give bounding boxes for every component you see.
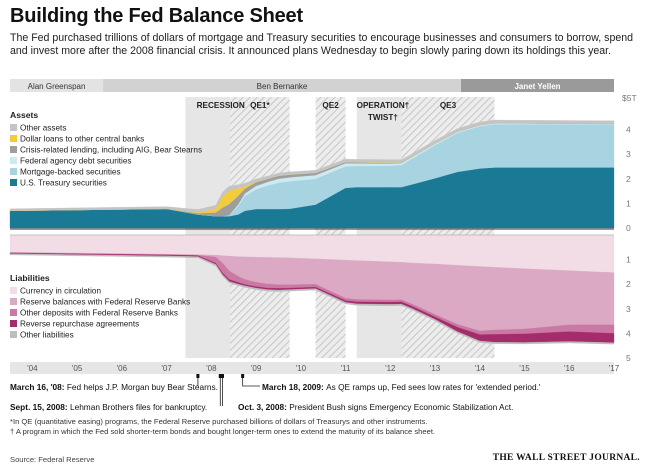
assets-legend-label-3: Federal agency debt securities — [20, 157, 132, 166]
annotation-text-2: Lehman Brothers files for bankruptcy. — [70, 402, 207, 412]
x-tick-13: '17 — [609, 364, 620, 373]
period-label-1: QE1* — [250, 101, 270, 110]
footnote-twist: † A program in which the Fed sold shorte… — [10, 427, 436, 436]
period-label-4: QE3 — [440, 101, 457, 110]
x-tick-10: '14 — [475, 364, 486, 373]
x-tick-5: '09 — [251, 364, 262, 373]
assets-ytick-4: 0 — [626, 223, 631, 233]
x-tick-7: '11 — [341, 364, 351, 373]
annotation-1: March 18, 2009: As QE ramps up, Fed sees… — [262, 382, 541, 392]
x-tick-3: '07 — [161, 364, 172, 373]
annotation-date-1: March 18, 2009: — [262, 382, 326, 392]
x-tick-1: '05 — [72, 364, 83, 373]
annotation-text-0: Fed helps J.P. Morgan buy Bear Stearns. — [67, 382, 218, 392]
annotation-leader-1 — [242, 374, 260, 387]
annotation-marker-1 — [218, 374, 222, 378]
period-label2-3: TWIST† — [368, 113, 398, 122]
assets-legend-label-0: Other assets — [20, 124, 66, 133]
annotation-date-2: Sept. 15, 2008: — [10, 402, 70, 412]
annotation-marker-0 — [196, 374, 200, 378]
liabilities-header: Liabilities — [10, 273, 50, 283]
annotation-marker-2 — [221, 374, 225, 378]
chair-bar-1 — [103, 79, 461, 92]
assets-legend-swatch-4 — [10, 168, 17, 175]
liab-ytick-4: 5 — [626, 353, 631, 363]
liab-ytick-0: 1 — [626, 255, 631, 265]
annotation-marker-3 — [241, 374, 245, 378]
assets-header: Assets — [10, 110, 38, 120]
assets-legend-swatch-5 — [10, 179, 17, 186]
liab-legend-label-2: Other deposits with Federal Reserve Bank… — [20, 309, 178, 318]
chair-name-1: Ben Bernanke — [257, 82, 308, 91]
annotation-0: March 16, '08: Fed helps J.P. Morgan buy… — [10, 382, 218, 392]
chair-bar-2 — [460, 79, 614, 92]
assets-legend-swatch-0 — [10, 124, 17, 131]
assets-legend-label-4: Mortgage-backed securities — [20, 168, 121, 177]
liab-legend-label-1: Reserve balances with Federal Reserve Ba… — [20, 298, 190, 307]
liab-ytick-1: 2 — [626, 279, 631, 289]
annotation-date-0: March 16, '08: — [10, 382, 67, 392]
source-note: Source: Federal Reserve — [10, 455, 95, 464]
x-tick-9: '13 — [430, 364, 441, 373]
x-tick-8: '12 — [385, 364, 396, 373]
x-tick-4: '08 — [206, 364, 217, 373]
x-tick-11: '15 — [519, 364, 530, 373]
chair-bar-0 — [10, 79, 104, 92]
annotation-3: Oct. 3, 2008: President Bush signs Emerg… — [238, 402, 513, 412]
chart-title: Building the Fed Balance Sheet — [10, 5, 303, 27]
x-tick-12: '16 — [564, 364, 575, 373]
annotation-text-3: President Bush signs Emergency Economic … — [289, 402, 513, 412]
x-axis-band — [10, 362, 614, 374]
annotation-date-3: Oct. 3, 2008: — [238, 402, 289, 412]
assets-ytick-1: 3 — [626, 149, 631, 159]
liabilities-area-4 — [9, 253, 615, 345]
assets-legend-swatch-3 — [10, 157, 17, 164]
liab-legend-label-3: Reverse repurchase agreements — [20, 320, 139, 329]
liab-legend-swatch-0 — [10, 287, 17, 294]
x-tick-6: '10 — [296, 364, 307, 373]
liab-legend-swatch-3 — [10, 320, 17, 327]
assets-legend-label-2: Crisis-related lending, including AIG, B… — [20, 146, 202, 155]
liab-legend-swatch-4 — [10, 331, 17, 338]
assets-legend-swatch-1 — [10, 135, 17, 142]
assets-ytick-2: 2 — [626, 174, 631, 184]
period-label-2: QE2 — [322, 101, 339, 110]
publisher-logo: THE WALL STREET JOURNAL. — [492, 453, 640, 463]
chart-subtitle: The Fed purchased trillions of dollars o… — [10, 32, 634, 57]
period-label-0: RECESSION — [197, 101, 245, 110]
assets-unit-label: $5T — [622, 93, 637, 103]
annotation-2: Sept. 15, 2008: Lehman Brothers files fo… — [10, 402, 207, 412]
assets-legend-label-5: U.S. Treasury securities — [20, 179, 107, 188]
x-tick-2: '06 — [117, 364, 128, 373]
liab-legend-label-0: Currency in circulation — [20, 287, 101, 296]
assets-legend-swatch-2 — [10, 146, 17, 153]
x-tick-0: '04 — [27, 364, 38, 373]
footnote-qe: *In QE (quantitative easing) programs, t… — [10, 417, 428, 426]
liab-ytick-2: 3 — [626, 304, 631, 314]
assets-ytick-3: 1 — [626, 198, 631, 208]
assets-area-5 — [9, 119, 615, 213]
liab-legend-label-4: Other liabilities — [20, 331, 74, 340]
annotation-text-1: As QE ramps up, Fed sees low rates for '… — [326, 382, 541, 392]
liab-legend-swatch-1 — [10, 298, 17, 305]
liab-ytick-3: 4 — [626, 328, 631, 338]
assets-ytick-0: 4 — [626, 125, 631, 135]
chair-name-2: Janet Yellen — [514, 82, 560, 91]
assets-legend-label-1: Dollar loans to other central banks — [20, 135, 144, 144]
liab-legend-swatch-2 — [10, 309, 17, 316]
chair-name-0: Alan Greenspan — [28, 82, 86, 91]
period-label-3: OPERATION† — [357, 101, 410, 110]
